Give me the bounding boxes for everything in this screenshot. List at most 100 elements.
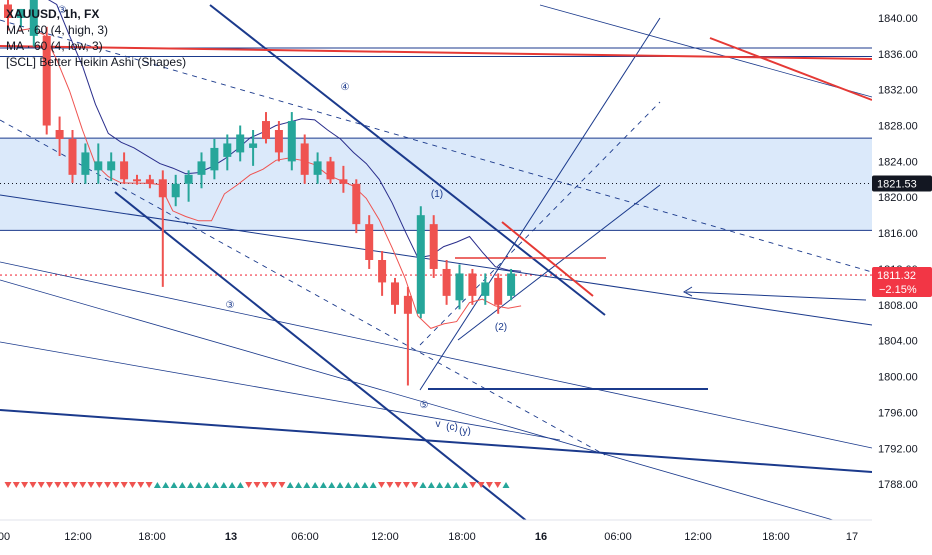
price-tag [872,175,932,192]
signal-bear [29,482,37,488]
candle-body [300,143,309,175]
y-tick-label: 1792.00 [878,443,918,455]
signal-bull [319,482,327,488]
candle-body [378,260,387,283]
indicator-label[interactable]: [SCL] Better Heikin Ashi (Shapes) [6,55,187,69]
ma-low-label[interactable]: MA · 60 (4, low, 3) [6,39,103,53]
signal-bull [220,482,228,488]
candle [391,277,399,314]
wave-label: ④ [341,82,350,93]
signal-bull [187,482,195,488]
signal-bull [170,482,178,488]
signal-bull [212,482,219,488]
x-tick-label: 18:00 [762,531,790,543]
signal-bear [112,482,120,488]
candle-body [68,138,77,175]
trendline [457,184,661,341]
candle-body [133,179,141,182]
ma-high-label[interactable]: MA · 60 (4, high, 3) [6,23,109,37]
signal-bear [70,482,78,488]
signal-bull [195,482,203,488]
candle-body [365,224,374,260]
x-tick-label: 00 [0,531,10,543]
candle [42,26,51,135]
candle-body [274,130,283,153]
y-tick-label: 1788.00 [878,479,918,491]
signal-bear [54,482,62,488]
symbol-label[interactable]: XAUUSD, 1h, FX [6,7,100,21]
candle-body [223,143,232,157]
candle-body [210,147,219,171]
candle-body [107,161,116,171]
signal-bull [361,482,369,488]
candle [352,179,361,234]
candle [210,138,219,180]
y-tick-label: 1820.00 [878,192,918,204]
trendline [419,17,661,391]
candle [4,0,12,31]
candle [55,116,64,156]
signal-bull [444,482,452,488]
candle [223,134,232,171]
y-tick-label: 1824.00 [878,156,918,168]
candle-body [507,273,516,296]
supply-zone [0,137,872,231]
candle [481,273,490,305]
ma-low-line [17,28,522,329]
candle-body [171,183,180,198]
candles [4,0,516,386]
candle-body [184,174,193,184]
trendline [0,19,873,273]
signal-bear [129,482,136,488]
y-tick-label: 1796.00 [878,407,918,419]
signal-bear [402,482,410,488]
time-axis: 00 12:00 18:00 13 06:00 12:00 18:00 16 06:00 12:0… [0,519,932,550]
signal-bull [303,482,311,488]
signal-bear [253,482,261,488]
signal-bull [336,482,344,488]
candle-body [416,215,425,314]
candle [158,170,167,287]
signal-bull [236,482,244,488]
signal-bear [137,482,145,488]
candle-body [145,179,154,184]
signal-bear [46,482,53,488]
trendline [0,279,841,523]
y-tick-label: 1816.00 [878,228,918,240]
candle [507,268,516,301]
candle-body [468,273,477,296]
signal-bear [270,482,278,488]
candle [133,174,141,185]
candle-body [326,161,335,180]
candle-body [313,161,322,175]
y-tick-label: 1840.00 [878,13,918,25]
candle-body [236,134,245,153]
candle [313,152,322,184]
trendline [209,4,606,316]
trendline [114,191,529,523]
signal-bear [469,482,477,488]
signal-bear [95,482,103,488]
signal-bull [153,482,161,488]
candle-body [158,179,167,198]
arrow-head [682,286,693,297]
candle [300,134,309,184]
signal-bull [203,482,211,488]
candle [429,215,438,278]
candle-body [339,179,348,184]
candle-body [481,282,490,296]
wave-label: (c) [446,422,458,433]
signal-bear [411,482,419,488]
signal-bull [228,482,236,488]
x-tick-label: 18:00 [138,531,166,543]
signal-bear [79,482,87,488]
trendline [0,409,873,473]
x-tick-label: 12:00 [371,531,399,543]
signal-bear [37,482,45,488]
candle-body [455,273,464,301]
trendlines [0,4,873,523]
signal-bull [295,482,302,488]
candle-body [197,161,206,175]
